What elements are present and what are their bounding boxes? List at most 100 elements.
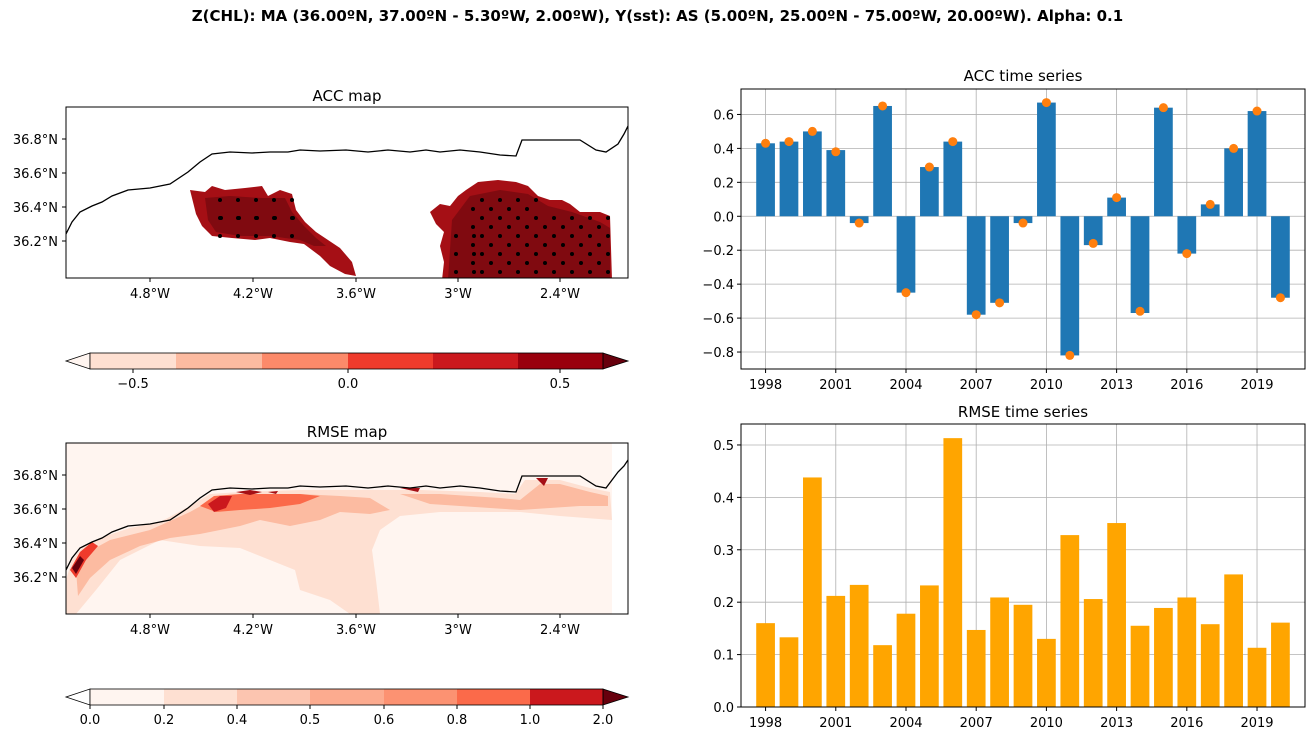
figure-title: Z(CHL): MA (36.00ºN, 37.00ºN - 5.30ºW, 2… xyxy=(191,7,1124,25)
bar xyxy=(920,167,939,217)
map-lon-tick-label: 4.2°W xyxy=(233,623,273,638)
data-point xyxy=(807,126,817,136)
bar xyxy=(1154,107,1173,217)
acc-ts-bars xyxy=(756,102,1290,356)
map-lon-tick-label: 4.2°W xyxy=(233,287,273,302)
data-point xyxy=(831,147,841,157)
map-lat-tick-label: 36.6°N xyxy=(13,167,58,182)
ts-x-tick-label: 2007 xyxy=(960,716,993,731)
bar xyxy=(1224,574,1243,707)
acc-ts-title: ACC time series xyxy=(964,67,1083,85)
rmse-level-mid-east xyxy=(400,484,608,510)
acc-map-lat-ticks: 36.2°N 36.4°N 36.6°N 36.8°N xyxy=(13,133,66,250)
bar xyxy=(849,584,869,707)
bar xyxy=(1037,638,1056,707)
bar xyxy=(1107,523,1126,707)
acc-ts-y-ticks: −0.8 −0.6 −0.4 −0.2 0.0 0.2 0.4 0.6 xyxy=(702,108,741,361)
data-point xyxy=(1041,98,1051,108)
rmse-map-lat-ticks: 36.2°N 36.4°N 36.6°N 36.8°N xyxy=(13,469,66,586)
ts-x-tick-label: 2016 xyxy=(1170,716,1203,731)
map-lat-tick-label: 36.8°N xyxy=(13,133,58,148)
data-point xyxy=(1182,249,1192,259)
data-point xyxy=(1275,293,1285,303)
acc-ts-x-ticks: 1998 2001 2004 2007 2010 2013 2016 2019 xyxy=(749,369,1274,393)
bar xyxy=(873,645,892,707)
bar xyxy=(990,597,1009,707)
ts-y-tick-label: −0.2 xyxy=(702,244,734,259)
bar xyxy=(1107,197,1126,217)
bar xyxy=(1224,148,1243,217)
data-point xyxy=(1252,106,1262,116)
rmse-ts-x-ticks: 1998 2001 2004 2007 2010 2013 2016 2019 xyxy=(749,707,1274,731)
map-lat-tick-label: 36.4°N xyxy=(13,537,58,552)
rmse-ts-bars xyxy=(756,438,1290,707)
map-lon-tick-label: 3°W xyxy=(444,623,472,638)
rmse-colorbar-tick-label: 0.0 xyxy=(80,713,101,728)
acc-map-lon-ticks: 4.8°W 4.2°W 3.6°W 3°W 2.4°W xyxy=(130,278,580,302)
bar xyxy=(826,150,846,217)
bar xyxy=(873,105,892,217)
data-point xyxy=(971,310,981,320)
data-point xyxy=(1135,306,1145,316)
map-lon-tick-label: 2.4°W xyxy=(540,623,580,638)
rmse-timeseries-panel: RMSE time series 0.0 0.1 0.2 0.3 0.4 0.5 1998… xyxy=(713,403,1306,731)
rmse-colorbar-over xyxy=(602,688,630,706)
bar xyxy=(1130,625,1150,707)
ts-y-tick-label: 0.4 xyxy=(713,142,734,157)
ts-x-tick-label: 2001 xyxy=(819,378,852,393)
ts-y-tick-label: 0.2 xyxy=(713,176,734,191)
ts-y-tick-label: 0.3 xyxy=(713,544,734,559)
ts-y-tick-label: 0.4 xyxy=(713,491,734,506)
bar xyxy=(779,637,799,707)
bar xyxy=(1060,216,1080,356)
rmse-colorbar-ticks: 0.0 0.2 0.4 0.5 0.6 0.8 1.0 2.0 xyxy=(80,705,613,728)
map-lon-tick-label: 4.8°W xyxy=(130,287,170,302)
acc-colorbar-over xyxy=(602,352,630,370)
rmse-map-title: RMSE map xyxy=(307,423,387,441)
bar xyxy=(943,141,963,217)
ts-y-tick-label: −0.6 xyxy=(702,312,734,327)
bar xyxy=(896,216,916,293)
acc-significance-dots xyxy=(218,198,610,274)
data-point xyxy=(1018,218,1028,228)
ts-x-tick-label: 2010 xyxy=(1030,378,1063,393)
rmse-map-frame xyxy=(65,442,629,615)
rmse-map-panel: RMSE map 36.2°N36.4°N36.6°N36.8°N 4.8°W 4… xyxy=(13,423,630,728)
bar xyxy=(920,585,939,707)
ts-y-tick-label: −0.4 xyxy=(702,278,734,293)
bar xyxy=(990,216,1009,303)
map-lon-tick-label: 2.4°W xyxy=(540,287,580,302)
ts-x-tick-label: 2001 xyxy=(819,716,852,731)
acc-ts-frame xyxy=(740,88,1306,370)
ts-x-tick-label: 2016 xyxy=(1170,378,1203,393)
bar xyxy=(1083,216,1103,246)
data-point xyxy=(1112,193,1122,203)
map-lon-tick-label: 3.6°W xyxy=(336,623,376,638)
data-point xyxy=(1088,238,1098,248)
bar xyxy=(1200,204,1220,217)
bar xyxy=(1037,102,1056,217)
data-point xyxy=(995,298,1005,308)
bar xyxy=(896,613,916,707)
data-point xyxy=(948,137,958,147)
map-lon-tick-label: 3°W xyxy=(444,287,472,302)
acc-east-region-dark xyxy=(448,190,610,278)
rmse-colorbar-tick-label: 0.8 xyxy=(447,713,468,728)
acc-ts-points xyxy=(761,98,1285,360)
rmse-colorbar-tick-label: 0.4 xyxy=(227,713,248,728)
map-lat-tick-label: 36.4°N xyxy=(13,201,58,216)
bar xyxy=(803,477,822,707)
ts-y-tick-label: 0.1 xyxy=(713,649,734,664)
rmse-colorbar-tick-label: 0.5 xyxy=(300,713,321,728)
rmse-level-top xyxy=(208,496,232,512)
bar xyxy=(1177,597,1197,707)
bar xyxy=(1247,111,1267,217)
acc-colorbar-tick-label: 0.0 xyxy=(338,377,359,392)
acc-colorbar-under xyxy=(64,352,91,370)
ts-x-tick-label: 2019 xyxy=(1240,378,1273,393)
data-point xyxy=(1065,350,1075,360)
map-lat-tick-label: 36.2°N xyxy=(13,571,58,586)
data-point xyxy=(784,137,794,147)
ts-y-tick-label: −0.8 xyxy=(702,346,734,361)
acc-map-title: ACC map xyxy=(312,87,381,105)
